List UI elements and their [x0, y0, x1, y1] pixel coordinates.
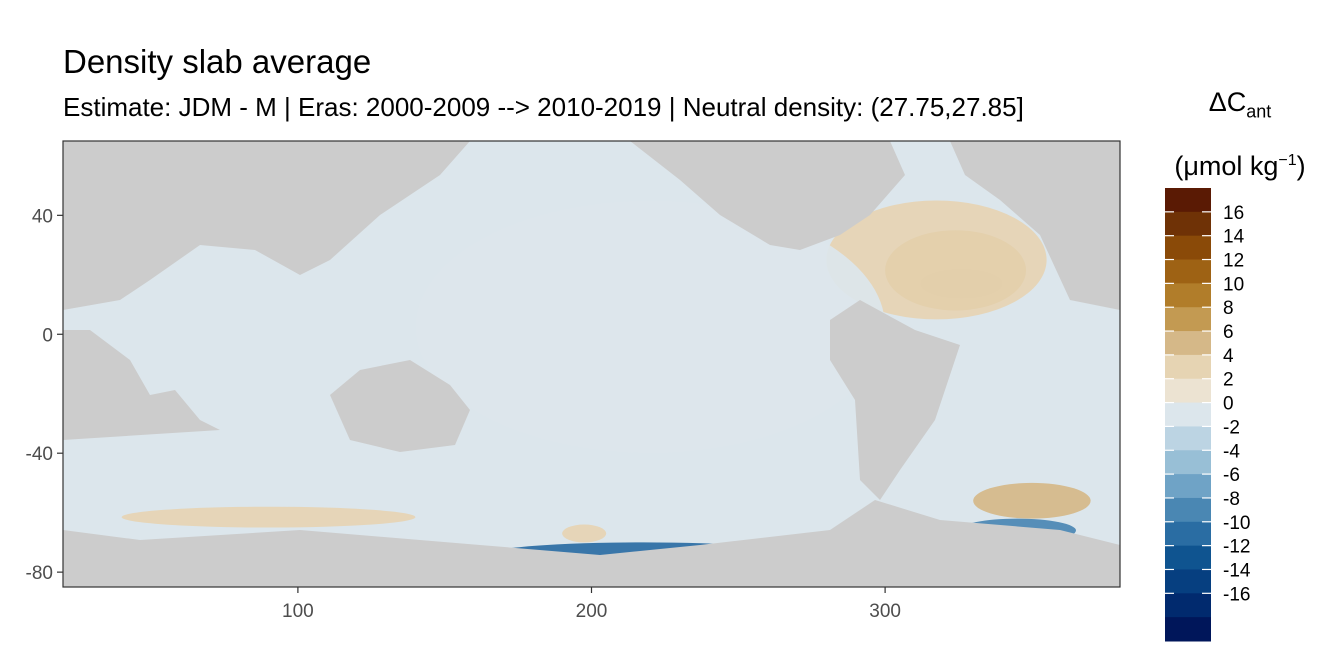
legend-swatch-9: [1165, 402, 1211, 427]
legend-swatch-6: [1165, 331, 1211, 356]
y-tick-label-3: -80: [26, 563, 53, 584]
legend-label-6: 4: [1223, 346, 1234, 367]
legend-unit-sup: −1: [1278, 152, 1297, 170]
legend-label-16: -16: [1223, 584, 1250, 605]
chart-subtitle: Estimate: JDM - M | Eras: 2000-2009 --> …: [63, 92, 1024, 122]
legend-swatch-7: [1165, 354, 1211, 380]
legend-label-10: -4: [1223, 441, 1240, 462]
value-region-2: [826, 200, 1047, 320]
legend-label-2: 12: [1223, 251, 1244, 272]
legend-swatch-16: [1165, 569, 1211, 594]
legend-unit-pre: (μmol kg: [1174, 151, 1279, 182]
legend-label-8: 0: [1223, 394, 1234, 415]
x-tick-label-1: 200: [576, 601, 608, 622]
legend-label-11: -6: [1223, 465, 1240, 486]
legend-swatch-17: [1165, 593, 1211, 618]
legend-label-14: -12: [1223, 537, 1250, 558]
land-mass-0: [63, 141, 470, 310]
legend-swatch-3: [1165, 259, 1211, 284]
legend-title-subscript: ant: [1246, 101, 1272, 122]
value-region-7: [121, 506, 416, 528]
legend-title-symbol: ΔC: [1208, 87, 1247, 117]
legend-swatch-4: [1165, 283, 1211, 308]
legend-label-5: 6: [1223, 322, 1234, 343]
legend-swatch-15: [1165, 545, 1211, 570]
value-region-5: [973, 482, 1091, 519]
legend-unit-post: ): [1296, 151, 1306, 182]
y-tick-label-1: 0: [42, 325, 53, 346]
legend-label-0: 16: [1223, 203, 1244, 224]
land-mass-6: [63, 500, 1120, 587]
legend-title: ΔCant (μmol kg−1): [1140, 84, 1340, 184]
land-mass-2: [330, 360, 470, 452]
legend-swatch-1: [1165, 211, 1211, 237]
legend-label-12: -8: [1223, 489, 1240, 510]
legend-swatch-12: [1165, 474, 1211, 499]
y-tick-label-2: -40: [26, 444, 53, 465]
x-tick-label-0: 100: [282, 601, 314, 622]
legend-label-7: 2: [1223, 370, 1234, 391]
land-mass-1: [63, 330, 220, 440]
legend-label-4: 8: [1223, 298, 1234, 319]
legend-swatch-2: [1165, 235, 1211, 261]
legend-label-1: 14: [1223, 227, 1245, 248]
legend-unit: (μmol kg−1): [1140, 143, 1340, 184]
land-mass-5: [950, 141, 1120, 310]
land-mass-3: [630, 141, 905, 250]
y-tick-label-0: 40: [32, 206, 53, 227]
legend-swatch-10: [1165, 426, 1211, 451]
legend-swatch-18: [1165, 617, 1211, 642]
legend-label-3: 10: [1223, 274, 1244, 295]
legend-swatch-13: [1165, 497, 1211, 523]
chart-title: Density slab average: [63, 43, 372, 80]
legend-swatch-8: [1165, 378, 1211, 404]
legend-label-13: -10: [1223, 513, 1250, 534]
legend-swatch-0: [1165, 188, 1211, 213]
legend-swatch-11: [1165, 450, 1211, 475]
legend-label-15: -14: [1223, 560, 1251, 581]
legend-label-9: -2: [1223, 417, 1240, 438]
legend-swatch-5: [1165, 307, 1211, 332]
land-mass-4: [830, 300, 960, 500]
value-region-3: [415, 200, 886, 454]
legend-swatch-14: [1165, 521, 1211, 547]
map-panel: [63, 141, 1120, 587]
x-tick-label-2: 300: [869, 601, 901, 622]
value-region-8: [562, 524, 607, 543]
